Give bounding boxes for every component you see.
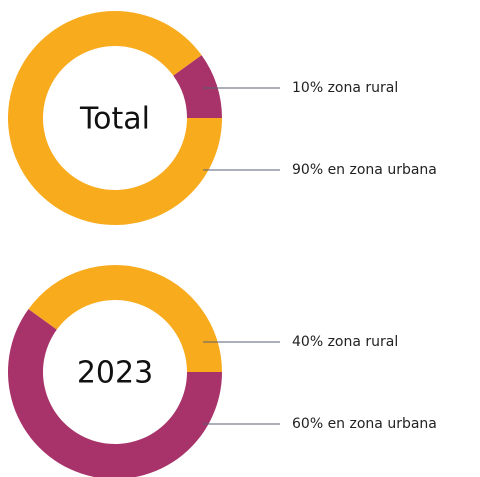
- slice-label: 10% zona rural: [292, 80, 398, 96]
- donut-slice: [8, 11, 223, 225]
- donut-slice: [8, 309, 222, 477]
- slice-label: 90% en zona urbana: [292, 162, 437, 178]
- donut-center-label: 2023: [77, 356, 153, 391]
- slice-label: 60% en zona urbana: [292, 416, 437, 432]
- donut-slice: [28, 264, 222, 372]
- slice-label: 40% zona rural: [292, 334, 398, 350]
- donut-center-label: Total: [79, 102, 150, 137]
- donut-slice: [173, 55, 222, 118]
